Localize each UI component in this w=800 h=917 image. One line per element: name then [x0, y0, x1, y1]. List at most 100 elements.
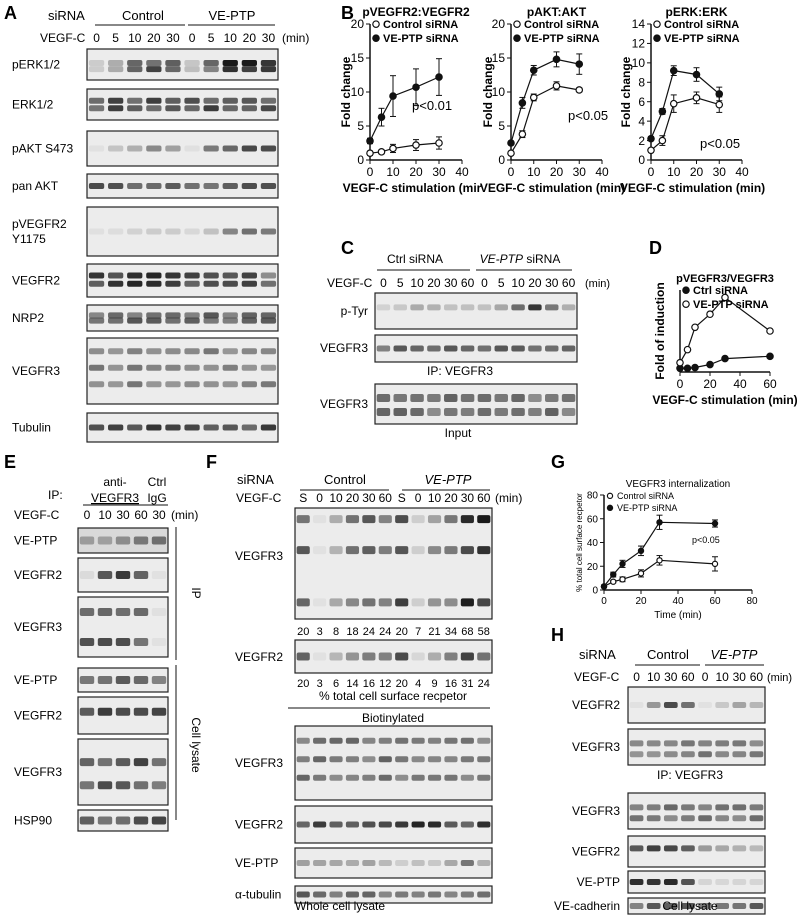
data-point — [619, 576, 626, 583]
panel-a-blot-frame — [86, 337, 279, 405]
x-tick-label: 60 — [709, 596, 721, 607]
data-point — [691, 363, 699, 372]
panel-f-lysate-blot — [294, 725, 493, 801]
panel-a-blot-band — [88, 183, 105, 189]
panel-e-blot-label: VEGFR3 — [14, 765, 62, 779]
panel-h-blot-band — [715, 740, 730, 747]
panel-f-lysate-blot-band — [329, 891, 343, 898]
panel-h-time-label: 60 — [681, 670, 695, 684]
panel-h-time-label: 60 — [750, 670, 764, 684]
data-point — [389, 144, 397, 153]
panel-c-blot-frame — [374, 334, 578, 363]
chart-title: VEGFR3 internalization — [626, 479, 731, 490]
panel-f-lysate-blot-band — [378, 737, 392, 744]
panel-h-control-label: Control — [647, 647, 689, 662]
panel-h-blot-band — [629, 751, 644, 758]
panel-letter-c: C — [341, 238, 354, 258]
panel-f-surface-blot-band — [313, 546, 327, 555]
panel-a-blot-band — [146, 280, 162, 287]
panel-h-blot-band — [629, 740, 644, 747]
legend-label: VE-PTP siRNA — [664, 33, 740, 45]
panel-a-blot-band — [260, 424, 277, 431]
panel-f-surface-blot-band — [378, 598, 392, 607]
chart-title: pVEGFR3/VEGFR3 — [676, 273, 774, 285]
panel-f-vegfr3-number: 8 — [333, 626, 339, 638]
y-tick-label: 8 — [638, 75, 645, 89]
y-tick-label: 0 — [357, 153, 364, 167]
panel-c-blot-band — [545, 304, 559, 311]
data-point — [676, 358, 684, 367]
legend-label: VE-PTP siRNA — [383, 33, 459, 45]
panel-c-input-blot-band — [444, 394, 458, 402]
panel-f-lysate-blot-band — [444, 860, 458, 866]
panel-h-blot-band — [681, 751, 695, 758]
panel-a-blot-band — [108, 317, 124, 324]
panel-a-veptp-label: VE-PTP — [209, 8, 256, 23]
y-tick-label: 15 — [492, 51, 506, 65]
panel-f-surface-blot-band — [345, 546, 360, 555]
panel-a-time-label: 0 — [93, 31, 100, 45]
panel-f-surface-blot-band — [296, 598, 310, 607]
data-point — [552, 82, 561, 90]
panel-c-input-blot-band — [477, 394, 492, 402]
panel-f-time-label: 20 — [444, 491, 458, 505]
panel-f-surface-blot-frame — [294, 639, 493, 674]
panel-e-blot-band — [151, 781, 167, 790]
panel-f-lysate-blot-band — [444, 737, 458, 744]
panel-f-lysate-blot-band — [362, 860, 376, 866]
data-point — [721, 293, 729, 302]
panel-e-time-label: 60 — [134, 508, 148, 522]
panel-f-lysate-blot-band — [329, 756, 343, 763]
panel-c-ip-label: IP: VEGFR3 — [427, 364, 493, 378]
panel-c-blot-band — [494, 304, 508, 311]
panel-h-blot-label: VE-PTP — [577, 875, 620, 889]
panel-a-blot-band — [222, 272, 238, 279]
panel-a-blot-band — [165, 183, 181, 189]
panel-e-blot-band — [115, 816, 131, 825]
panel-f-lysate-blot-frame — [294, 725, 493, 801]
panel-letter-b: B — [341, 3, 354, 23]
y-axis-label: Fold change — [619, 56, 633, 127]
legend-marker — [513, 20, 521, 28]
panel-h-blot-band — [749, 845, 764, 852]
panel-f-unit: (min) — [495, 491, 522, 505]
panel-h-blot-band — [698, 815, 712, 822]
panel-a-blot-band — [146, 317, 162, 324]
panel-a-blot — [86, 130, 279, 167]
data-point — [412, 83, 420, 92]
panel-f-surface-blot-band — [345, 652, 360, 661]
panel-f-surface-blot-band — [345, 598, 360, 607]
panel-e-blot-frame — [77, 738, 169, 806]
panel-f-control-label: Control — [324, 472, 366, 487]
panel-e-blot-band — [133, 608, 149, 616]
x-tick-label: 80 — [746, 596, 758, 607]
panel-h-blot-band — [698, 740, 712, 747]
panel-a-blot-band — [88, 317, 105, 324]
panel-c-blot-band — [545, 345, 559, 352]
panel-h-blot — [627, 897, 766, 915]
panel-h-time-label: 10 — [716, 670, 730, 684]
panel-c-input-blot-band — [427, 408, 441, 416]
data-point — [711, 560, 719, 568]
panel-c-blot-band — [460, 304, 475, 311]
panel-a-time-label: 20 — [243, 31, 257, 45]
panel-f-time-label: 30 — [362, 491, 376, 505]
panel-f-pct-label: % total cell surface recpetor — [319, 689, 467, 703]
panel-f-lysate-blot-band — [296, 821, 310, 828]
panel-f-vegfr3-number: 58 — [478, 626, 490, 638]
panel-a-blot-band — [260, 364, 277, 371]
panel-a-blot-band — [222, 424, 238, 431]
panel-a-blot-band — [165, 66, 181, 73]
panel-f-vegfr2-number: 20 — [297, 678, 309, 690]
panel-f-lysate-blot-band — [460, 821, 474, 828]
panel-f-lysate-blot-band — [345, 821, 360, 828]
panel-c-time-label: 20 — [528, 276, 542, 290]
panel-e-side-ip: IP — [189, 587, 203, 598]
panel-letter-d: D — [649, 238, 662, 258]
panel-h-blot-band — [646, 804, 661, 811]
panel-c-blot-label: p-Tyr — [341, 304, 368, 318]
panel-a-blot-band — [127, 272, 143, 279]
x-tick-label: 0 — [508, 165, 515, 179]
panel-a-blot-band — [222, 348, 238, 355]
